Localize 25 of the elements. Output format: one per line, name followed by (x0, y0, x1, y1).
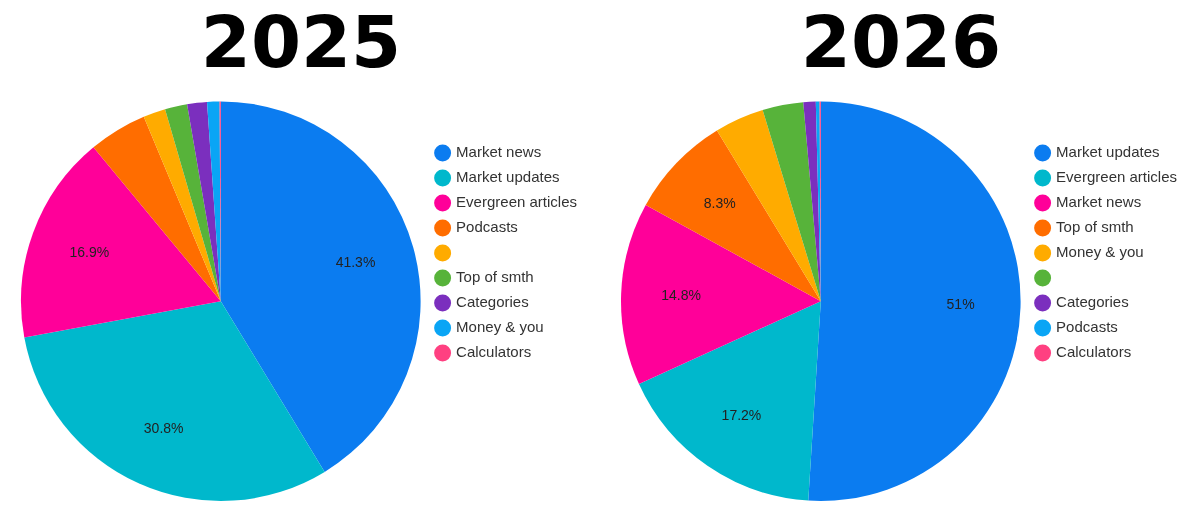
legend-label: Categories (456, 293, 529, 311)
data-label: 30.8% (143, 419, 184, 436)
legend-label: Top of smth (456, 268, 534, 286)
chart-title: 2025 (200, 0, 402, 84)
legend-label: Evergreen articles (1056, 168, 1177, 186)
legend-label: Money & you (1056, 243, 1144, 261)
chart-title: 2026 (800, 0, 1002, 84)
data-label: 8.3% (703, 195, 736, 212)
legend-label: Calculators (1056, 343, 1132, 361)
legend-label: Money & you (456, 318, 544, 336)
legend-label: Podcasts (1056, 318, 1118, 336)
legend-label: Market updates (1056, 143, 1160, 161)
data-label: 14.8% (661, 286, 701, 303)
legend-label: Market news (1056, 193, 1142, 211)
data-label: 16.9% (69, 244, 110, 261)
legend-label: Categories (1056, 293, 1129, 311)
data-label: 17.2% (721, 407, 762, 424)
legend-label: Podcasts (456, 218, 518, 236)
legend-label: Top of smth (1056, 218, 1134, 236)
legend-label: Market news (456, 143, 542, 161)
legend-label: Calculators (456, 343, 532, 361)
data-label: 41.3% (335, 254, 376, 271)
legend-label: Market updates (456, 168, 560, 186)
legend-label: Evergreen articles (456, 193, 577, 211)
data-label: 51% (946, 296, 975, 313)
